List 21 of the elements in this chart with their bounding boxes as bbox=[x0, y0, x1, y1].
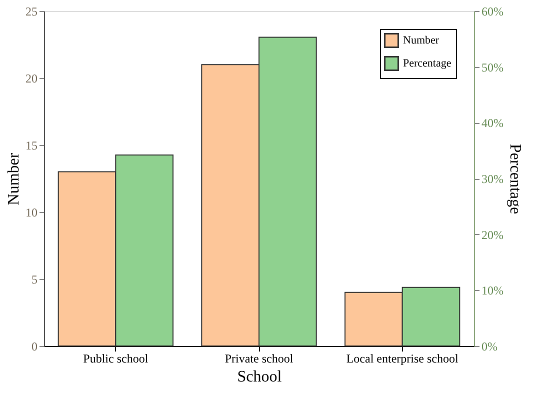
y-tick-label: 20 bbox=[26, 72, 38, 86]
y2-tick-label: 0% bbox=[482, 340, 498, 354]
y2-tick-label: 20% bbox=[482, 228, 504, 242]
y2-tick-label: 60% bbox=[482, 4, 504, 18]
y2-tick-label: 10% bbox=[482, 284, 504, 298]
y2-tick-label: 30% bbox=[482, 172, 504, 186]
y2-tick-label: 40% bbox=[482, 116, 504, 130]
x-tick-label: Private school bbox=[224, 352, 294, 366]
legend-label: Percentage bbox=[403, 58, 452, 70]
y-tick-label: 5 bbox=[32, 272, 38, 286]
y-tick-label: 25 bbox=[26, 4, 38, 18]
x-tick-label: Local enterprise school bbox=[346, 352, 459, 366]
legend-label: Number bbox=[403, 34, 440, 46]
y2-axis-title: Percentage bbox=[506, 144, 524, 214]
x-tick-label: Public school bbox=[83, 352, 149, 366]
y-tick-label: 15 bbox=[26, 138, 38, 152]
y-tick-label: 0 bbox=[32, 340, 38, 354]
y-tick-label: 10 bbox=[26, 206, 38, 220]
x-axis-title: School bbox=[237, 368, 282, 386]
y2-tick-label: 50% bbox=[482, 60, 504, 74]
y-axis-title: Number bbox=[6, 152, 22, 206]
